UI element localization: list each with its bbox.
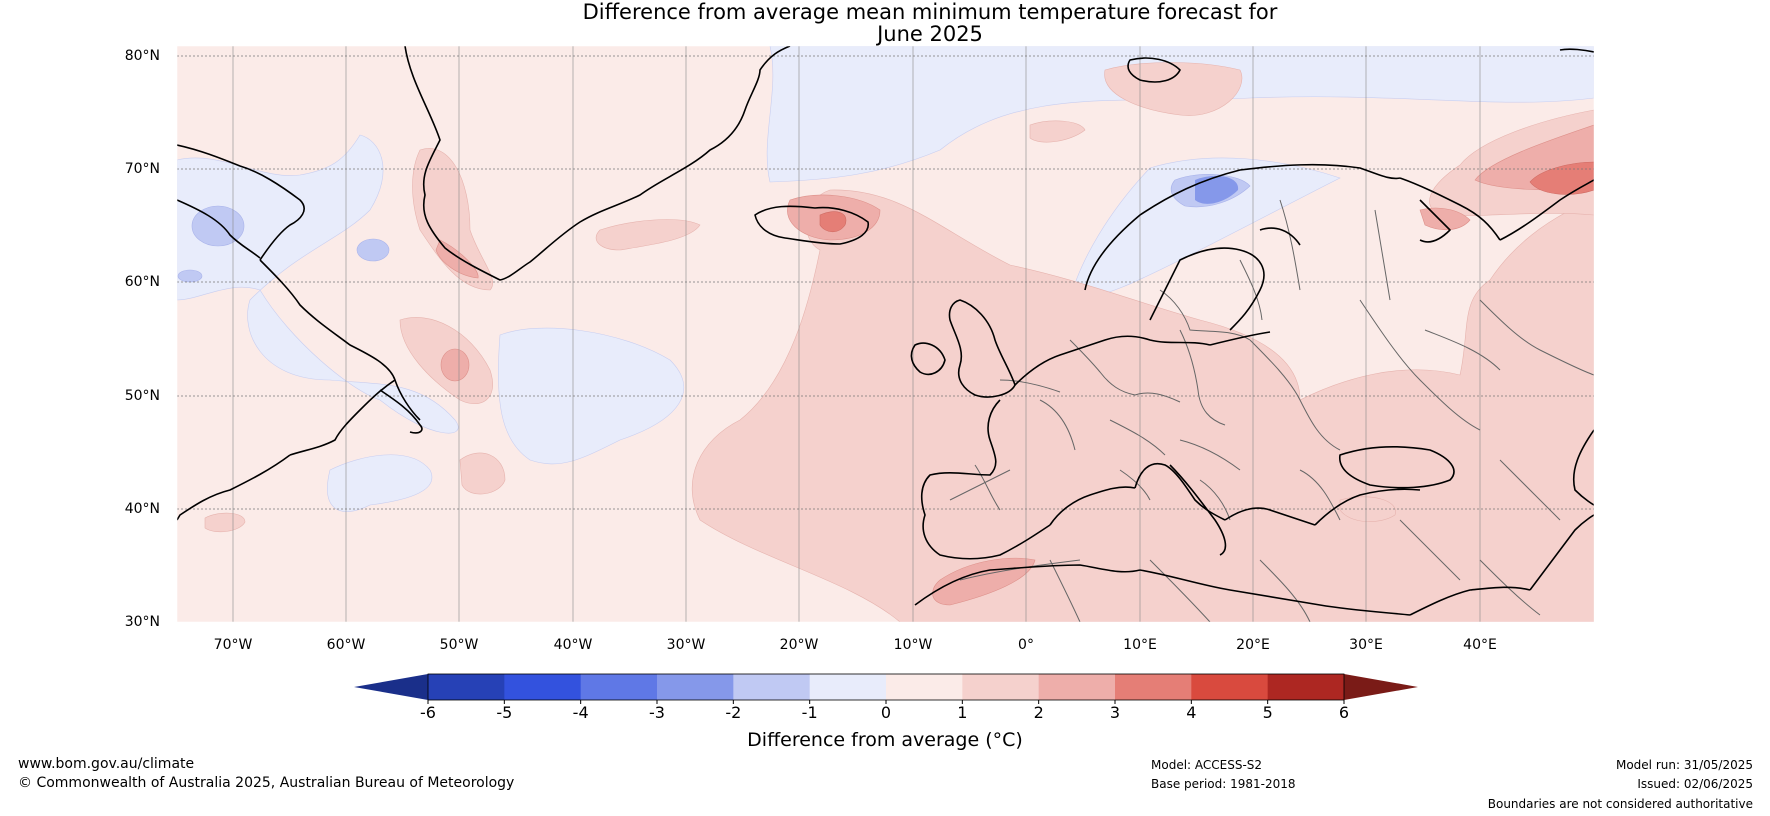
lon-label-40e: 40°E: [1463, 637, 1497, 653]
anomaly-negative-0-1: [177, 46, 1594, 547]
anomaly-negative-2-3: [1195, 175, 1239, 204]
lat-label-80n: 80°N: [124, 48, 160, 64]
colorbar-tick-label: 6: [1338, 703, 1350, 722]
lon-label-20e: 20°E: [1236, 637, 1270, 653]
graticule-lon: [232, 46, 1481, 622]
colorbar-tick-label: -6: [420, 703, 436, 722]
footer-disclaimer: Boundaries are not considered authoritat…: [1487, 797, 1753, 811]
lon-label-0: 0°: [1018, 637, 1034, 653]
colorbar-tick-label: -3: [649, 703, 665, 722]
coastlines: [177, 46, 1594, 616]
lon-label-10w: 10°W: [893, 637, 933, 653]
colorbar-tick-label: -1: [801, 703, 818, 722]
colorbar-segment: [1267, 674, 1345, 700]
colorbar-segment: [886, 674, 963, 700]
anomaly-field: [177, 46, 1594, 622]
colorbar: [354, 673, 1418, 704]
colorbar-tick-label: -2: [725, 703, 742, 722]
colorbar-tick-label: -5: [496, 703, 513, 722]
colorbar-segment: [1191, 674, 1269, 700]
lon-label-60w: 60°W: [326, 637, 366, 653]
footer-website: www.bom.gov.au/climate: [18, 756, 195, 772]
map-frame: [176, 45, 1595, 623]
anomaly-positive-1-2: [204, 62, 1594, 622]
lon-label-70w: 70°W: [213, 637, 253, 653]
title-line-2: June 2025: [877, 22, 983, 46]
colorbar-segment: [580, 674, 658, 700]
colorbar-segment: [733, 674, 811, 700]
colorbar-tick-label: -4: [572, 703, 589, 722]
colorbar-extend-low: [354, 674, 428, 700]
colorbar-tick-label: 3: [1109, 703, 1121, 722]
colorbar-segment: [809, 674, 887, 700]
lat-label-40n: 40°N: [124, 501, 160, 517]
anomaly-positive-3-4: [819, 161, 1594, 233]
colorbar-segment: [1115, 674, 1192, 700]
colorbar-tick-label: 1: [957, 703, 968, 722]
colorbar-label: Difference from average (°C): [747, 729, 1023, 751]
colorbar-segment: [657, 674, 734, 700]
title-line-1: Difference from average mean minimum tem…: [582, 0, 1278, 24]
colorbar-tick-label: 4: [1186, 703, 1197, 722]
lon-label-10e: 10°E: [1123, 637, 1157, 653]
footer-copyright: © Commonwealth of Australia 2025, Austra…: [18, 775, 515, 791]
lon-label-20w: 20°W: [779, 637, 819, 653]
graticule-lat: [177, 55, 1594, 510]
lon-label-30w: 30°W: [666, 637, 706, 653]
lat-label-30n: 30°N: [124, 614, 160, 630]
footer-model-run: Model run: 31/05/2025: [1615, 758, 1753, 772]
colorbar-extend-high: [1344, 674, 1418, 700]
colorbar-tick-label: 5: [1262, 703, 1273, 722]
colorbar-tick-label: 0: [880, 703, 892, 722]
footer-model: Model: ACCESS-S2: [1151, 758, 1263, 772]
lat-label-60n: 60°N: [124, 274, 160, 290]
colorbar-segment: [428, 674, 505, 700]
footer-base-period: Base period: 1981-2018: [1151, 777, 1296, 791]
lat-label-50n: 50°N: [124, 388, 160, 404]
colorbar-segment: [1038, 674, 1116, 700]
colorbar-segment: [962, 674, 1040, 700]
lon-label-30e: 30°E: [1349, 637, 1383, 653]
colorbar-tick-label: 2: [1033, 703, 1044, 722]
lon-label-40w: 40°W: [553, 637, 593, 653]
footer-issued: Issued: 02/06/2025: [1637, 777, 1753, 791]
lat-label-70n: 70°N: [124, 161, 160, 177]
lon-label-50w: 50°W: [439, 637, 479, 653]
colorbar-segment: [504, 674, 582, 700]
